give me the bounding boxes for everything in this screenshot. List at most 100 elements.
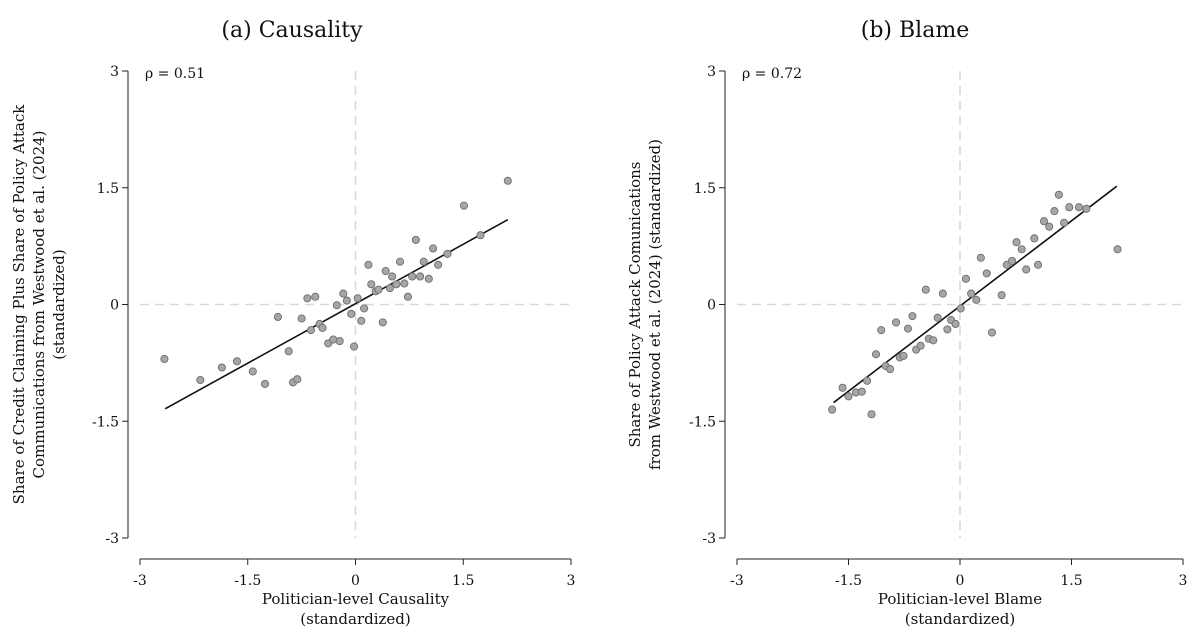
x-tick-label: 1.5 bbox=[452, 573, 474, 589]
data-point bbox=[929, 336, 938, 345]
y-axis-label: Communications from Westwood et al. (202… bbox=[30, 130, 48, 478]
data-point bbox=[160, 354, 169, 364]
data-point bbox=[867, 410, 876, 419]
x-tick-label: -1.5 bbox=[234, 573, 261, 589]
data-point bbox=[388, 272, 397, 281]
x-axis-label: (standardized) bbox=[905, 610, 1016, 628]
data-point bbox=[1050, 207, 1059, 216]
y-axis-label: Share of Credit Claiming Plus Share of P… bbox=[10, 104, 28, 505]
data-point bbox=[863, 376, 872, 385]
panel-blame: (b) Blame -3 -1.5 0 1.5 3 -3 -1.5 0 1.5 3 Politicia… bbox=[626, 18, 1187, 628]
data-point bbox=[1034, 260, 1043, 269]
data-point bbox=[357, 316, 366, 325]
y-tick-label: -1.5 bbox=[689, 414, 716, 430]
data-point bbox=[838, 383, 847, 392]
y-tick-label: 1.5 bbox=[694, 181, 716, 197]
data-point bbox=[997, 291, 1006, 300]
y-tick-label: 0 bbox=[110, 298, 119, 314]
data-point bbox=[443, 249, 452, 258]
data-point bbox=[938, 289, 947, 298]
x-axis-label: (standardized) bbox=[300, 610, 411, 628]
data-point bbox=[1017, 245, 1026, 254]
y-tick-label: -3 bbox=[702, 531, 716, 547]
y-tick-label: -1.5 bbox=[92, 414, 119, 430]
data-point bbox=[1007, 256, 1017, 265]
data-point bbox=[303, 294, 312, 303]
data-point bbox=[908, 312, 917, 321]
y-tick-label: 0 bbox=[707, 298, 716, 314]
data-point bbox=[943, 325, 952, 334]
x-tick-label: 0 bbox=[956, 573, 965, 589]
correlation-annotation: ρ = 0.72 bbox=[742, 66, 802, 82]
correlation-annotation: ρ = 0.51 bbox=[145, 66, 205, 82]
data-point bbox=[844, 392, 853, 401]
data-point bbox=[987, 328, 997, 337]
data-point bbox=[1065, 203, 1074, 212]
y-tick-label: 1.5 bbox=[97, 181, 119, 197]
x-tick-label: -3 bbox=[730, 573, 744, 589]
data-point bbox=[921, 285, 930, 294]
data-point bbox=[411, 235, 420, 244]
data-point bbox=[273, 312, 282, 322]
data-point bbox=[378, 318, 387, 327]
data-point bbox=[961, 274, 970, 283]
data-point bbox=[385, 284, 395, 293]
data-point bbox=[381, 266, 390, 276]
x-tick-label: 0 bbox=[351, 573, 360, 589]
y-tick-label: -3 bbox=[105, 531, 119, 547]
data-point bbox=[1022, 265, 1031, 274]
data-point bbox=[342, 296, 351, 305]
data-point bbox=[395, 257, 405, 266]
data-point bbox=[408, 272, 417, 281]
data-point bbox=[903, 324, 913, 333]
data-point bbox=[982, 269, 991, 278]
data-point bbox=[350, 342, 359, 351]
data-point bbox=[347, 309, 356, 318]
data-point bbox=[403, 292, 412, 301]
data-point bbox=[329, 335, 338, 344]
data-point bbox=[886, 365, 895, 374]
data-point bbox=[871, 350, 881, 359]
data-point bbox=[311, 292, 320, 301]
data-point bbox=[260, 379, 270, 388]
data-point bbox=[360, 304, 369, 313]
fit-line bbox=[164, 218, 509, 410]
data-point bbox=[857, 387, 866, 396]
x-tick-label: 1.5 bbox=[1060, 573, 1082, 589]
data-point bbox=[374, 285, 383, 294]
data-point bbox=[933, 313, 942, 322]
x-tick-label: 3 bbox=[567, 573, 576, 589]
data-point bbox=[1060, 218, 1069, 227]
data-point bbox=[434, 260, 443, 269]
data-point bbox=[976, 253, 985, 262]
panel-causality: (a) Causality -3 -1.5 0 1.5 3 -3 -1.5 0 1.5 3 Polit… bbox=[10, 18, 575, 628]
data-point bbox=[972, 295, 981, 304]
data-point bbox=[293, 375, 302, 384]
data-point bbox=[899, 351, 908, 360]
data-point bbox=[332, 301, 341, 310]
data-point bbox=[297, 314, 306, 323]
data-point bbox=[1039, 217, 1049, 226]
data-point bbox=[916, 341, 925, 350]
data-point bbox=[1074, 203, 1083, 212]
x-tick-label: -3 bbox=[133, 573, 147, 589]
data-point bbox=[419, 257, 428, 266]
data-point bbox=[956, 304, 965, 313]
data-point bbox=[828, 405, 837, 414]
data-point bbox=[877, 326, 886, 335]
data-point bbox=[335, 337, 344, 346]
data-point bbox=[429, 244, 438, 253]
data-point bbox=[1113, 245, 1122, 254]
data-point bbox=[318, 323, 327, 332]
data-point bbox=[892, 318, 901, 327]
data-point bbox=[196, 375, 205, 385]
panel-title: (b) Blame bbox=[861, 18, 969, 43]
data-point bbox=[364, 260, 373, 269]
y-tick-label: 3 bbox=[707, 64, 716, 80]
data-point bbox=[1045, 222, 1054, 231]
data-point bbox=[339, 289, 348, 298]
data-point bbox=[232, 357, 242, 366]
data-point bbox=[400, 279, 409, 288]
data-point bbox=[248, 367, 257, 376]
